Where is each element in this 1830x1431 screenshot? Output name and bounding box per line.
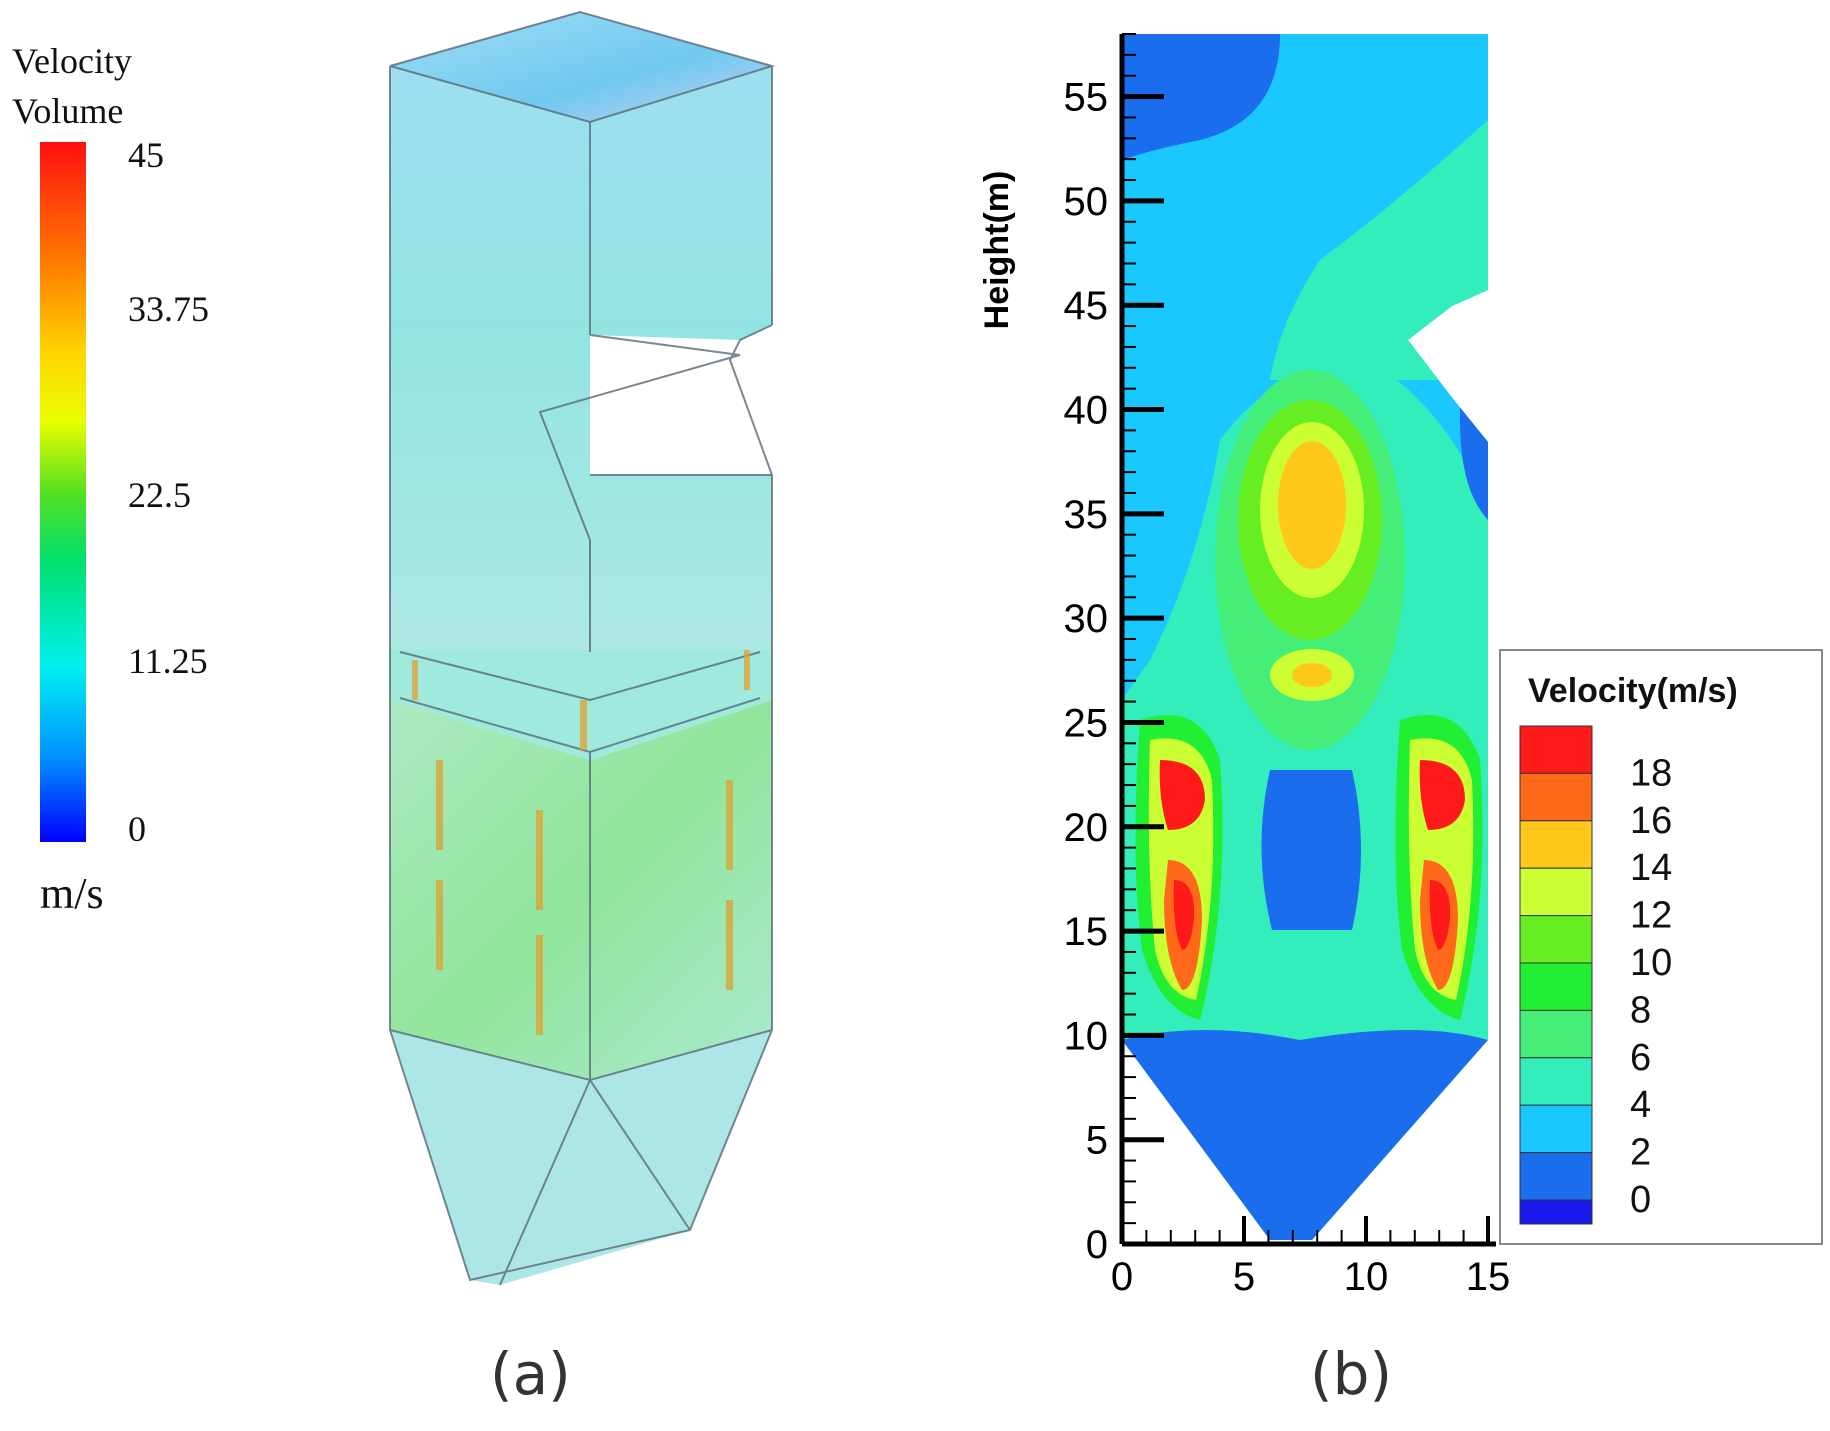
y-tick-label: 15 [1064, 910, 1109, 954]
legend-swatch [1519, 1104, 1593, 1154]
panel-label-a: (a) [490, 1340, 571, 1408]
y-tick-label: 45 [1064, 284, 1109, 328]
colorbar-tick: 45 [128, 135, 164, 175]
colorbar-tick: 11.25 [128, 641, 208, 681]
velocity-legend: Velocity(m/s) 18 16 14 12 10 8 6 4 2 0 [1499, 649, 1823, 1245]
legend-swatch [1519, 962, 1593, 1011]
colorbar-title-line2: Volume [12, 91, 124, 131]
legend-level-label: 18 [1630, 752, 1672, 794]
x-tick-label: 10 [1344, 1255, 1389, 1299]
left-jet [1135, 715, 1223, 1020]
panel-b: 0 5 10 15 20 25 30 35 40 45 50 55 0 5 10 15 Height(m) … [900, 0, 1830, 1431]
legend-swatch [1519, 725, 1593, 774]
legend-level-label: 12 [1630, 895, 1672, 937]
legend-level-label: 16 [1630, 800, 1672, 842]
x-tick-label: 0 [1111, 1255, 1133, 1299]
colorbar-title-line1: Velocity [12, 41, 132, 81]
legend-level-label: 4 [1630, 1084, 1651, 1126]
legend-swatch [1519, 915, 1593, 964]
contour-field [1122, 34, 1488, 1240]
legend-swatch [1519, 772, 1593, 822]
legend-swatch [1519, 867, 1593, 917]
legend-level-label: 6 [1630, 1037, 1651, 1079]
colorbar-unit: m/s [40, 869, 104, 918]
legend-swatch [1519, 1009, 1593, 1059]
y-tick-label: 25 [1064, 701, 1109, 745]
legend-level-label: 2 [1630, 1132, 1651, 1174]
y-tick-label: 20 [1064, 806, 1109, 850]
legend-swatch [1519, 1199, 1593, 1225]
colorbar-tick: 22.5 [128, 475, 191, 515]
legend-level-label: 0 [1630, 1179, 1651, 1221]
right-jet [1395, 715, 1483, 1020]
x-tick-label: 15 [1466, 1255, 1511, 1299]
legend-level-label: 14 [1630, 847, 1672, 889]
colorbar-gradient [40, 142, 86, 842]
y-tick-label: 40 [1064, 389, 1109, 433]
colorbar-tick: 33.75 [128, 289, 209, 329]
y-tick-label: 5 [1086, 1119, 1108, 1163]
y-tick-label: 55 [1064, 76, 1109, 120]
y-tick-label: 50 [1064, 180, 1109, 224]
furnace-shell [389, 10, 776, 1286]
panel-label-b: (b) [1310, 1340, 1393, 1408]
colorbar-tick: 0 [128, 809, 146, 849]
legend-title: Velocity(m/s) [1528, 672, 1738, 710]
legend-swatch [1519, 1057, 1593, 1106]
legend-swatch [1519, 1152, 1593, 1201]
y-tick-label: 10 [1064, 1014, 1109, 1058]
legend-swatch [1519, 820, 1593, 869]
panel-a: Velocity Volume [0, 0, 900, 1431]
colorbar-title: Velocity Volume [12, 36, 132, 136]
y-axis-label: Height(m) [978, 171, 1016, 330]
legend-level-label: 8 [1630, 989, 1651, 1031]
y-tick-label: 0 [1086, 1223, 1108, 1267]
x-tick-label: 5 [1233, 1255, 1255, 1299]
legend-level-label: 10 [1630, 942, 1672, 984]
y-axis-ticks: 0 5 10 15 20 25 30 35 40 45 50 55 [1064, 33, 1164, 1267]
furnace-3d-view [40, 10, 776, 1286]
x-axis-ticks: 0 5 10 15 [1111, 1216, 1510, 1299]
y-tick-label: 30 [1064, 597, 1109, 641]
y-tick-label: 35 [1064, 493, 1109, 537]
